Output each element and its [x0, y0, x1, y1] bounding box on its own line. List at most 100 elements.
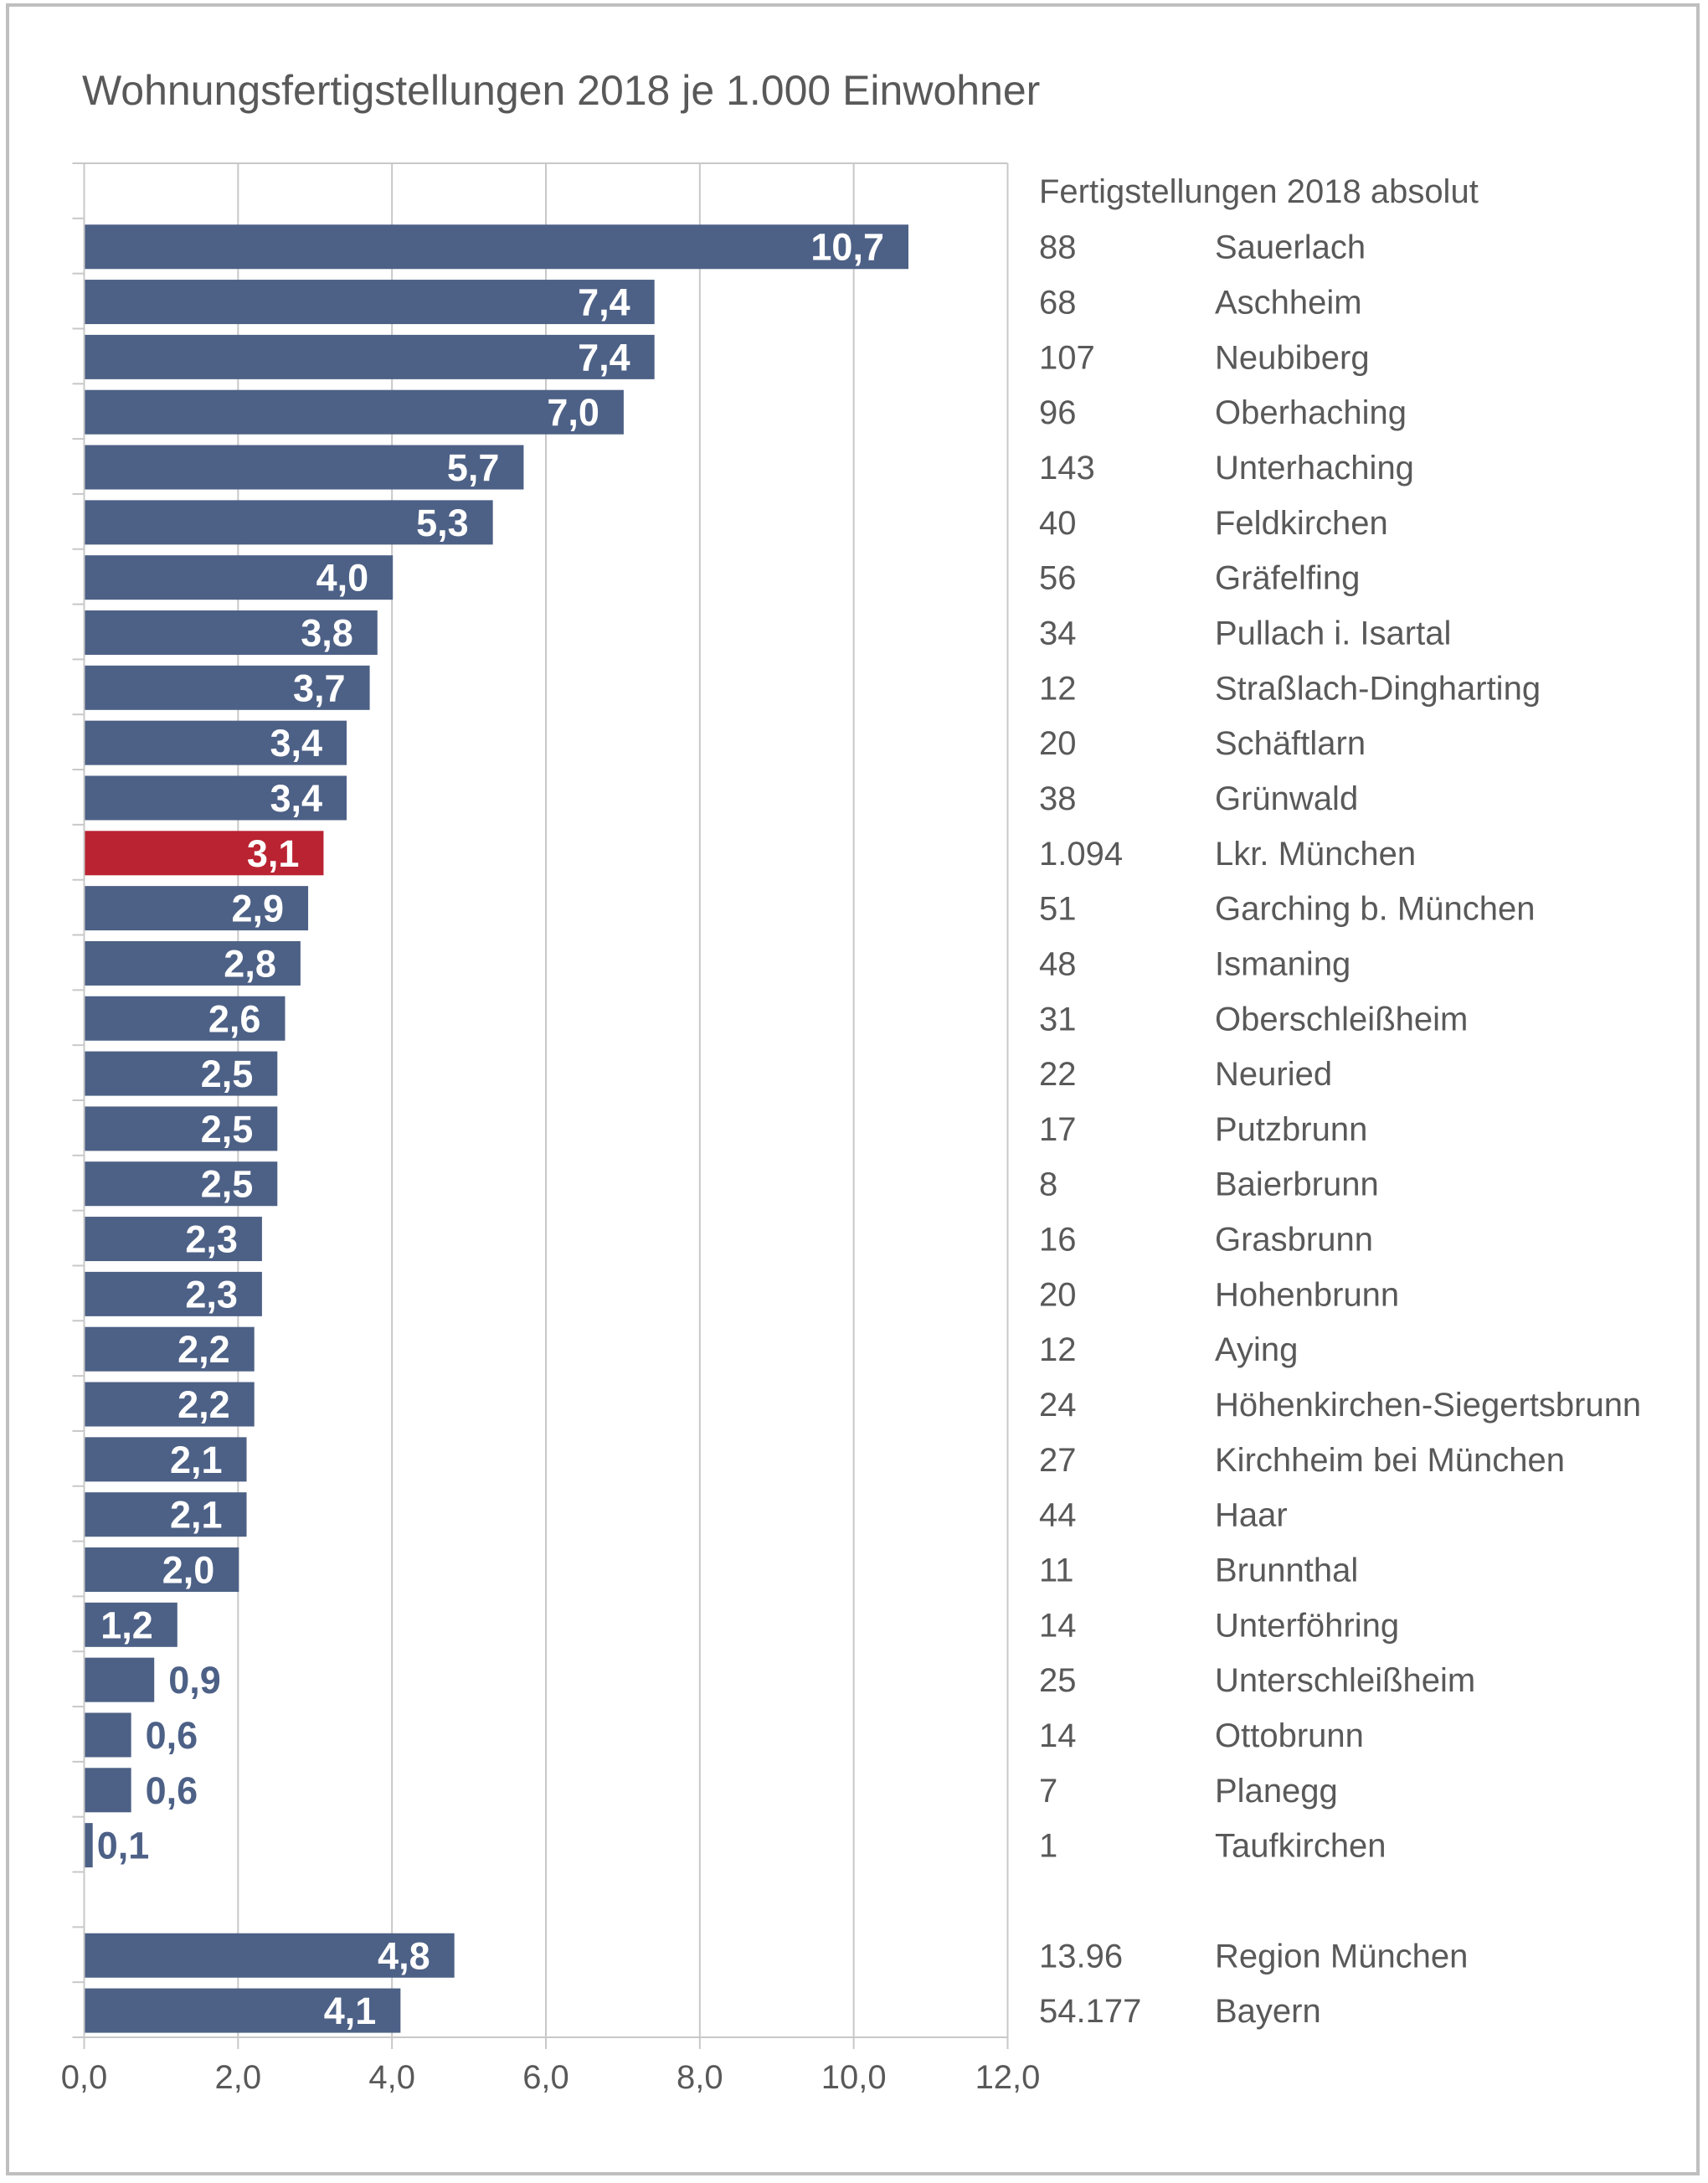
bar: [85, 886, 309, 931]
bar-value-label: 4,8: [378, 1934, 430, 1977]
bar-value-label: 7,4: [578, 281, 630, 324]
bar: [85, 1547, 239, 1592]
bar-value-label: 0,9: [168, 1659, 221, 1702]
absolute-count: 88: [1039, 229, 1077, 266]
bar-value-label: 2,3: [185, 1218, 238, 1261]
absolute-count: 17: [1039, 1111, 1077, 1148]
bar-value-label: 1,2: [100, 1604, 153, 1646]
bar: [85, 1657, 155, 1702]
bar-value-label: 3,4: [270, 722, 322, 765]
absolute-count: 51: [1039, 891, 1077, 928]
category-name: Aschheim: [1215, 285, 1362, 322]
category-name: Ottobrunn: [1215, 1717, 1364, 1754]
category-name: Putzbrunn: [1215, 1111, 1367, 1148]
bar: [85, 775, 347, 821]
bar: [85, 1602, 177, 1647]
category-name: Taufkirchen: [1215, 1828, 1386, 1865]
bar-labels: 10,7 7,4 7,4 7,0 5,7 5,3 4,0 3,8 3,7 3,4 3,4 3,1 2,9…: [97, 226, 884, 2032]
x-axis: 0,0 2,0 4,0 6,0 8,0 10,0 12,0: [61, 162, 1041, 2096]
x-tick-label: 12,0: [975, 2059, 1041, 2096]
category-name: Unterhaching: [1215, 450, 1414, 487]
bar-value-label: 2,5: [201, 1053, 254, 1095]
x-tick-label: 4,0: [368, 2059, 415, 2096]
x-tick-label: 2,0: [215, 2059, 262, 2096]
absolute-count: 14: [1039, 1717, 1077, 1754]
bar: [85, 1823, 93, 1868]
bar: [85, 610, 378, 655]
bar-value-label: 4,0: [316, 557, 369, 600]
bar: [85, 389, 624, 435]
bar-value-label: 10,7: [810, 226, 884, 269]
category-name: Region München: [1215, 1938, 1468, 1974]
bar-value-label: 2,1: [170, 1494, 223, 1537]
bar: [85, 996, 286, 1041]
absolute-count: 31: [1039, 1001, 1077, 1037]
bar-value-label: 3,1: [247, 832, 300, 875]
absolute-count: 1: [1039, 1828, 1057, 1865]
absolute-count: 54.177: [1039, 1993, 1141, 2030]
absolute-count: 1.094: [1039, 836, 1123, 873]
absolute-count: 68: [1039, 285, 1077, 322]
chart-title: Wohnungsfertigstellungen 2018 je 1.000 E…: [82, 67, 1040, 114]
x-tick-label: 0,0: [61, 2059, 108, 2096]
category-name: Planegg: [1215, 1773, 1338, 1810]
category-name: Oberschleißheim: [1215, 1001, 1468, 1037]
bar: [85, 1106, 278, 1151]
absolute-count: 24: [1039, 1387, 1077, 1424]
bar-value-label: 2,9: [231, 888, 284, 930]
bar: [85, 1382, 255, 1427]
absolute-count: 13.96: [1039, 1938, 1123, 1974]
bar-value-label: 2,6: [208, 997, 261, 1040]
bar-value-label: 7,4: [578, 336, 630, 378]
absolute-count: 12: [1039, 1331, 1077, 1368]
bar-value-label: 5,7: [447, 446, 500, 489]
bar: [85, 500, 493, 545]
absolute-count: 20: [1039, 1276, 1077, 1313]
category-name: Gräfelfing: [1215, 560, 1360, 597]
bar-value-label: 2,1: [170, 1439, 223, 1481]
x-tick-label: 10,0: [821, 2059, 887, 2096]
bar: [85, 555, 394, 600]
absolute-count: 107: [1039, 339, 1095, 376]
bar: [85, 1492, 247, 1537]
bar-value-label: 2,0: [162, 1549, 215, 1592]
absolute-count: 27: [1039, 1442, 1077, 1479]
absolute-count: 34: [1039, 615, 1077, 652]
category-name: Schäftlarn: [1215, 725, 1366, 762]
bar: [85, 1051, 278, 1096]
bars: [85, 224, 909, 2033]
absolute-count: 48: [1039, 945, 1077, 982]
side-table: 88 Sauerlach 68 Aschheim 107 Neubiberg 96 Oberh…: [1039, 229, 1641, 2030]
absolute-count: 20: [1039, 725, 1077, 762]
bar: [85, 280, 655, 325]
category-name: Neuried: [1215, 1056, 1332, 1093]
category-name: Sauerlach: [1215, 229, 1366, 266]
absolute-count: 22: [1039, 1056, 1077, 1093]
bar-value-label: 7,0: [547, 391, 599, 434]
bar: [85, 1161, 278, 1207]
absolute-count: 7: [1039, 1773, 1057, 1810]
absolute-count: 14: [1039, 1607, 1077, 1644]
absolute-count: 44: [1039, 1497, 1077, 1534]
bar-value-label: 2,8: [224, 942, 276, 985]
bar: [85, 1271, 262, 1316]
bar-value-label: 2,5: [201, 1163, 254, 1206]
absolute-count: 38: [1039, 780, 1077, 817]
bar-value-label: 3,7: [293, 667, 346, 709]
bar-value-label: 2,3: [185, 1273, 238, 1315]
bar-value-label: 3,8: [301, 612, 353, 655]
category-name: Haar: [1215, 1497, 1288, 1534]
category-name: Kirchheim bei München: [1215, 1442, 1565, 1479]
bar: [85, 1988, 401, 2033]
bar-value-label: 2,2: [177, 1328, 230, 1371]
bar: [85, 1933, 455, 1978]
absolute-count: 8: [1039, 1166, 1057, 1203]
bar: [85, 1217, 262, 1262]
bar-value-label: 0,6: [146, 1769, 198, 1812]
absolute-count: 16: [1039, 1222, 1077, 1259]
category-name: Höhenkirchen-Siegertsbrunn: [1215, 1387, 1641, 1424]
bar-value-label: 2,2: [177, 1383, 230, 1426]
absolute-count: 11: [1039, 1552, 1074, 1589]
category-name: Aying: [1215, 1331, 1298, 1368]
bar: [85, 1768, 131, 1813]
